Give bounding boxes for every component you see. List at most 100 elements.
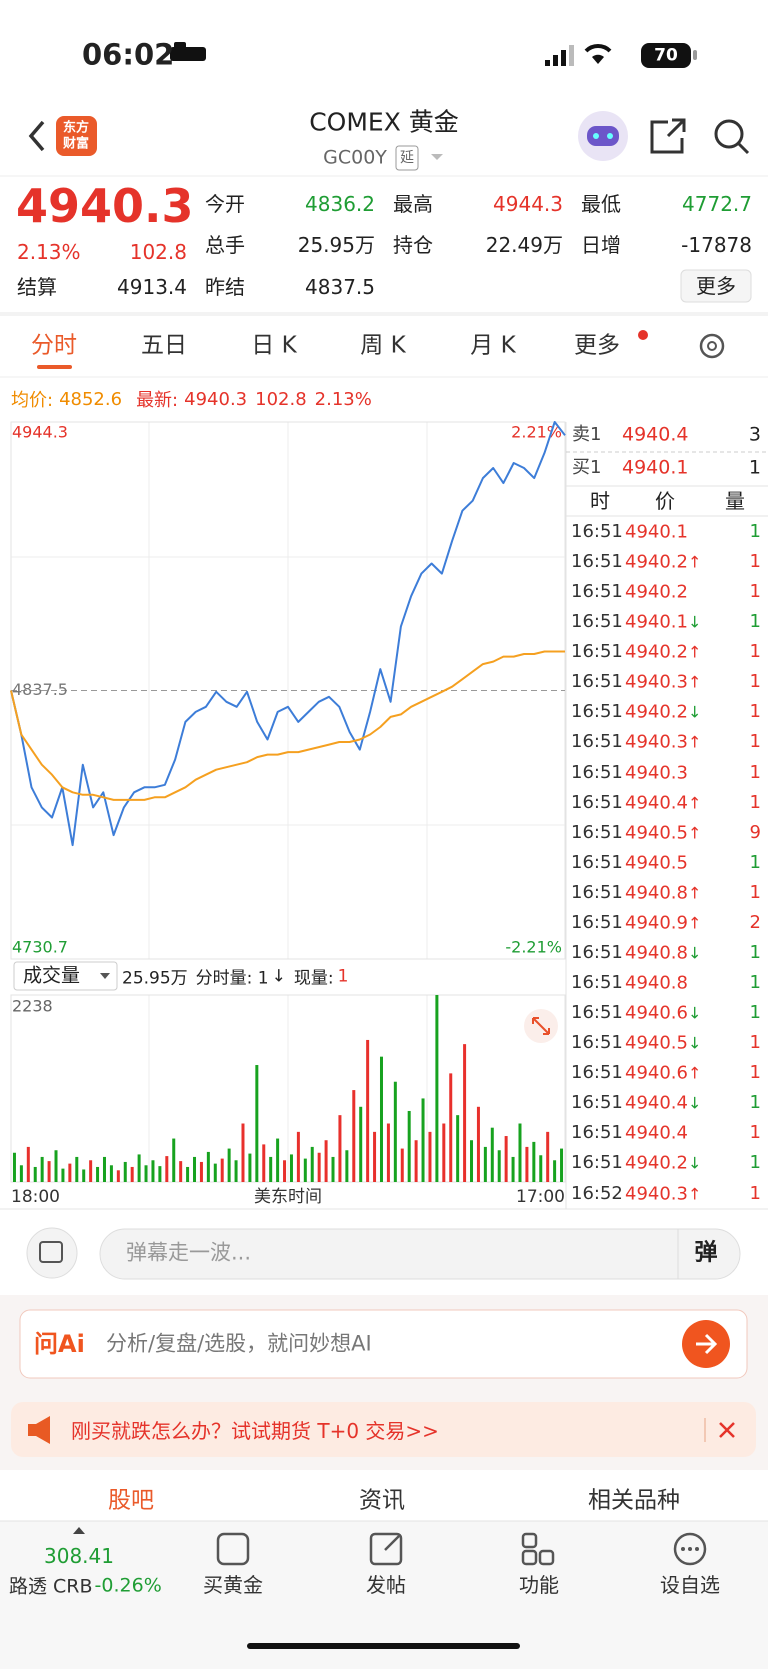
- settings-icon[interactable]: [699, 333, 725, 359]
- banner-text[interactable]: 刚买就跌怎么办？试试期货 T+0 交易>>: [71, 1419, 439, 1443]
- tab[interactable]: 日 K: [251, 332, 297, 359]
- y2-tick-label: -2.21%: [505, 938, 562, 957]
- post-icon[interactable]: [369, 1532, 403, 1566]
- book-qty: 1: [748, 456, 761, 479]
- section-tab[interactable]: 股吧: [108, 1487, 154, 1514]
- volume-bar: [255, 1065, 259, 1182]
- tab[interactable]: 周 K: [360, 332, 406, 359]
- label: 1: [337, 966, 349, 986]
- trade-price: 4940.4: [625, 1122, 688, 1144]
- stat-label: 最低: [581, 192, 621, 216]
- volume-bar: [40, 1156, 44, 1182]
- nav-item[interactable]: 买黄金: [203, 1573, 263, 1597]
- trade-price: 4940.2: [625, 551, 688, 573]
- trade-price: 4940.5 ↓: [625, 1033, 701, 1054]
- search-icon[interactable]: [714, 119, 744, 149]
- volume-bar: [47, 1161, 51, 1182]
- price-info: 均价: 4852.6 最新: 4940.3 102.8 2.13%: [11, 386, 372, 412]
- trade-time: 16:51: [571, 911, 623, 933]
- trade-arrow: ↓: [687, 1033, 702, 1053]
- stat-label: 结算: [17, 275, 57, 299]
- nav-item[interactable]: 设自选: [660, 1573, 720, 1597]
- section-tab[interactable]: 资讯: [359, 1487, 405, 1514]
- trade-price: 4940.8: [625, 973, 688, 994]
- x-tick-label: 17:00: [516, 1187, 565, 1207]
- ai-placeholder[interactable]: 分析/复盘/选股，就问妙想AI: [106, 1331, 372, 1356]
- trade-price: 4940.8: [625, 972, 688, 994]
- volume-bar: [296, 1131, 300, 1182]
- volume-selector-text[interactable]: 成交量: [23, 964, 81, 987]
- buy-icon[interactable]: [216, 1532, 250, 1566]
- back-icon[interactable]: [28, 120, 45, 152]
- logo-icon: [56, 116, 97, 156]
- trade-qty: 1: [749, 731, 761, 753]
- red-dot: [638, 330, 648, 340]
- volume-bar: [324, 1140, 328, 1182]
- price-line: [10, 421, 566, 847]
- volume-bar: [206, 1151, 210, 1182]
- trade-price: 4940.2: [625, 581, 688, 603]
- ai-input[interactable]: [19, 1309, 748, 1379]
- trade-qty: 1: [749, 1092, 761, 1114]
- close-icon[interactable]: [719, 1422, 735, 1438]
- more-button-text[interactable]: 更多: [696, 274, 736, 298]
- promo-banner[interactable]: [11, 1402, 756, 1457]
- book-price: 4940.4: [622, 423, 689, 446]
- trade-price: 4940.2: [625, 1152, 688, 1174]
- trade-arrow: ↑: [687, 672, 702, 692]
- trade-price: 4940.3 ↑: [625, 1183, 701, 1204]
- volume-bar: [283, 1160, 287, 1182]
- stat-value: 4836.2: [305, 192, 375, 216]
- trade-arrow: ↑: [687, 642, 702, 662]
- trade-price: 4940.5: [625, 852, 688, 874]
- trade-price: 4940.2 ↑: [625, 642, 701, 663]
- volume-bar: [435, 995, 439, 1182]
- stat-value: 4944.3: [493, 192, 563, 216]
- section-tab[interactable]: 相关品种: [588, 1487, 680, 1514]
- volume-bar: [366, 1039, 370, 1182]
- watch-icon[interactable]: [673, 1532, 707, 1566]
- trade-time: 16:51: [571, 1032, 623, 1054]
- more-button[interactable]: [680, 269, 752, 303]
- volume-bar: [449, 1073, 453, 1182]
- volume-bar: [116, 1170, 120, 1182]
- change-pct: 2.13%: [17, 240, 81, 264]
- tab[interactable]: 更多: [574, 332, 620, 359]
- trade-qty: 1: [749, 701, 761, 723]
- tab[interactable]: 分时: [31, 332, 77, 359]
- func-icon[interactable]: [521, 1532, 538, 1549]
- trade-time: 16:51: [571, 1122, 623, 1144]
- danmaku-button[interactable]: 弹: [694, 1239, 718, 1266]
- comment-icon[interactable]: [26, 1227, 78, 1279]
- trade-arrow: ↑: [687, 883, 702, 903]
- trade-time: 16:51: [571, 551, 623, 573]
- volume-bar: [532, 1141, 536, 1182]
- trade-qty: 1: [749, 611, 761, 633]
- stat-value: 4772.7: [682, 192, 752, 216]
- volume-selector[interactable]: [13, 961, 118, 991]
- tab[interactable]: 月 K: [470, 332, 516, 359]
- volume-bar: [19, 1165, 23, 1182]
- label: 最新:: [136, 390, 179, 411]
- volume-bar: [241, 1123, 245, 1182]
- comment-input[interactable]: [99, 1228, 741, 1280]
- trade-arrow: ↑: [687, 913, 702, 933]
- volume-bar: [199, 1161, 203, 1182]
- tab[interactable]: 五日: [141, 332, 187, 359]
- y-tick-label: 4837.5: [12, 680, 68, 699]
- comment-placeholder[interactable]: 弹幕走一波...: [126, 1240, 252, 1265]
- trade-time: 16:51: [571, 972, 623, 994]
- volume-bar: [33, 1166, 37, 1182]
- trade-time: 16:51: [571, 791, 623, 813]
- label: 分时量: 1: [195, 968, 269, 989]
- trade-price: 4940.5 ↑: [625, 822, 701, 843]
- trade-price: 4940.6: [625, 1002, 688, 1024]
- nav-item[interactable]: 发帖: [366, 1573, 406, 1597]
- volume-bar: [400, 1148, 404, 1182]
- trade-price: 4940.2 ↓: [625, 702, 701, 723]
- share-icon[interactable]: [650, 118, 686, 154]
- volume-bar: [262, 1144, 266, 1182]
- nav-item[interactable]: 功能: [519, 1573, 559, 1597]
- trade-arrow: ↓: [687, 702, 702, 722]
- volume-bar: [68, 1163, 72, 1182]
